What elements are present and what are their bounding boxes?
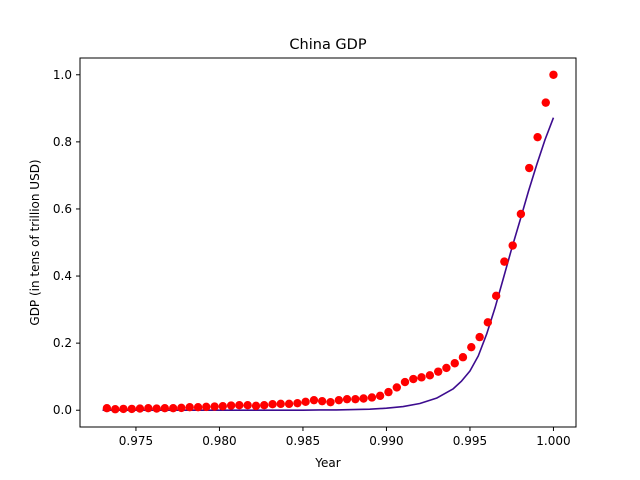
data-point [442,363,451,373]
data-point [226,401,236,410]
data-point [168,404,178,413]
data-point [334,395,344,405]
data-point [119,404,128,414]
data-point [467,342,476,352]
data-point [102,404,112,413]
data-point [210,402,219,411]
y-tick-label: 0.4 [53,269,72,283]
chart-title: China GDP [289,37,366,53]
data-point [392,383,402,392]
x-tick-label: 0.995 [453,434,487,448]
data-point [508,241,517,250]
data-point [359,394,368,403]
data-point [152,404,161,413]
ticks: 0.975 0.980 0.985 0.990 0.995 1.000 0.0 0.2 0.4 0… [53,68,571,448]
data-point [450,359,459,368]
data-point [516,209,526,219]
data-point [458,353,468,362]
data-point [177,403,186,413]
plot-area [102,70,558,414]
data-point [425,371,435,380]
data-point [160,404,170,413]
data-point [475,332,484,342]
data-point [541,98,550,107]
data-point [193,403,203,412]
axes [79,57,577,428]
data-point [144,404,153,413]
data-point [367,393,377,402]
data-point [301,397,310,407]
axes-frame [79,57,577,428]
data-point [400,377,410,387]
data-point [185,403,194,412]
data-point [235,401,244,410]
data-point [135,404,145,413]
data-point [127,404,136,414]
data-point [260,401,269,410]
x-tick-label: 0.985 [286,434,320,448]
data-point [409,374,418,384]
data-point [309,395,319,405]
data-point [533,132,542,142]
x-axis-label: Year [314,456,340,470]
data-point [549,70,558,79]
x-tick-label: 1.000 [536,434,570,448]
data-point [342,394,352,404]
data-point [218,402,227,411]
y-tick-label: 0.0 [53,403,72,417]
data-point [483,318,493,327]
data-point [268,399,277,409]
data-point [326,397,335,407]
data-point [525,163,534,173]
y-tick-label: 0.2 [53,336,72,350]
y-tick-label: 0.6 [53,202,72,216]
data-point [317,396,327,406]
y-tick-label: 1.0 [53,68,72,82]
data-point [276,399,285,409]
data-point [202,402,211,412]
x-tick-label: 0.975 [119,434,153,448]
data-point [434,367,443,376]
y-tick-label: 0.8 [53,135,72,149]
fit-curve [102,117,555,412]
x-tick-label: 0.980 [202,434,236,448]
data-point [500,257,509,266]
y-axis-label: GDP (in tens of trillion USD) [28,159,42,325]
data-point [417,373,426,382]
data-point [284,399,294,409]
data-point [251,401,261,411]
data-point [384,387,393,397]
data-point [351,394,360,404]
data-point [111,405,120,414]
data-point [491,291,501,301]
data-point [243,401,252,410]
data-point [375,391,385,400]
x-tick-label: 0.990 [369,434,403,448]
data-point [293,398,302,408]
